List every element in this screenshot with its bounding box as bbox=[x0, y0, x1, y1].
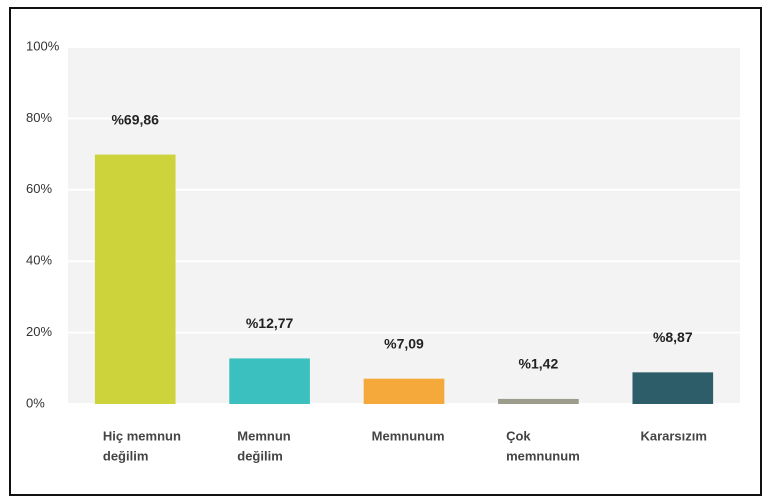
data-label: %8,87 bbox=[653, 329, 693, 345]
data-label: %69,86 bbox=[111, 111, 159, 127]
y-tick-label: 60% bbox=[26, 181, 52, 196]
x-tick-label: değilim bbox=[103, 448, 149, 463]
x-tick-label: Memnunum bbox=[372, 428, 445, 443]
bar bbox=[229, 358, 310, 404]
bar bbox=[94, 154, 176, 404]
y-tick-label: 80% bbox=[26, 110, 52, 125]
x-tick-label: değilim bbox=[237, 448, 283, 463]
x-tick-label: Hiç memnun bbox=[103, 428, 181, 443]
data-label: %7,09 bbox=[384, 335, 424, 351]
bar bbox=[632, 372, 714, 404]
data-label: %12,77 bbox=[246, 315, 294, 331]
y-tick-label: 100% bbox=[26, 38, 60, 53]
bar bbox=[363, 378, 445, 404]
x-tick-label: Kararsızım bbox=[640, 428, 706, 443]
plot-area bbox=[68, 47, 740, 404]
y-tick-label: 20% bbox=[26, 324, 52, 339]
data-label: %1,42 bbox=[519, 356, 559, 372]
x-tick-label: memnunum bbox=[506, 448, 580, 463]
y-tick-label: 0% bbox=[26, 395, 45, 410]
x-tick-label: Memnun bbox=[237, 428, 291, 443]
x-tick-label: Çok bbox=[506, 428, 531, 443]
y-tick-label: 40% bbox=[26, 253, 52, 268]
bar bbox=[498, 398, 579, 404]
